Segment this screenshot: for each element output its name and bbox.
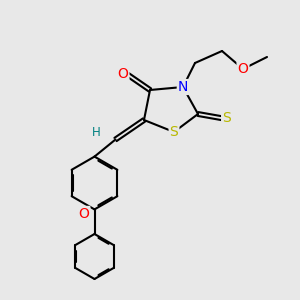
- Text: S: S: [169, 125, 178, 139]
- Text: O: O: [238, 62, 248, 76]
- Text: O: O: [79, 207, 89, 221]
- Text: S: S: [222, 112, 231, 125]
- Text: H: H: [92, 125, 100, 139]
- Text: O: O: [118, 67, 128, 80]
- Text: N: N: [178, 80, 188, 94]
